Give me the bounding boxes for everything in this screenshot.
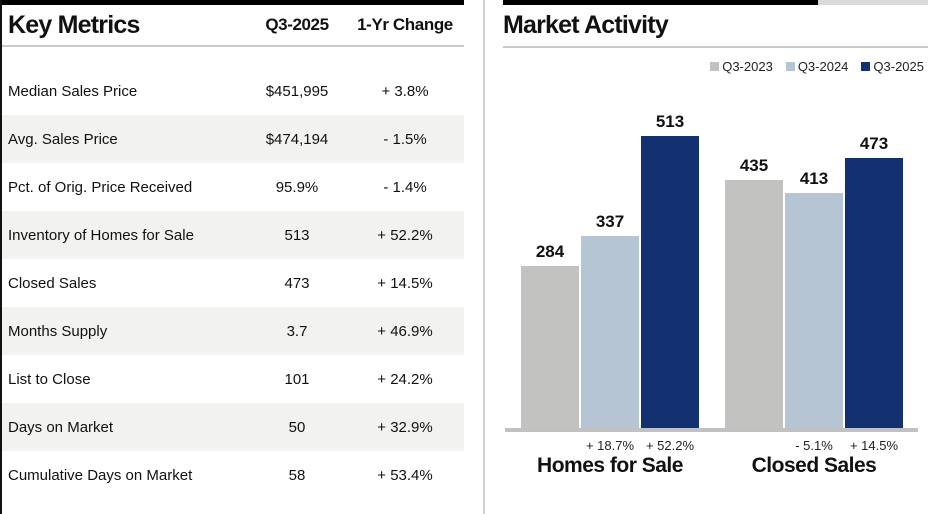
metric-change: + 52.2% xyxy=(377,226,433,244)
metric-value: 101 xyxy=(284,370,310,388)
bar-value-label: 413 xyxy=(799,169,829,188)
key-metrics-header-row: Key Metrics Q3-2025 1-Yr Change xyxy=(2,5,464,47)
legend-swatch-icon xyxy=(710,62,720,71)
metric-change: - 1.5% xyxy=(383,130,427,148)
metric-value: 473 xyxy=(284,274,310,292)
chart-baseline-axis xyxy=(505,428,918,432)
legend-item: Q3-2025 xyxy=(861,59,924,74)
bar-value-label: 473 xyxy=(859,134,889,153)
metric-change: + 14.5% xyxy=(377,274,433,292)
metric-value: 58 xyxy=(288,466,306,484)
bar-q3-2025-closed-sales xyxy=(845,158,903,428)
table-row: Median Sales Price $451,995 + 3.8% xyxy=(2,67,464,115)
bar-value-label: 435 xyxy=(739,156,769,175)
key-metrics-top-rule xyxy=(2,0,464,5)
bar-change-label: - 5.1% xyxy=(795,438,833,453)
legend-swatch-icon xyxy=(861,62,871,71)
category-label-homes-for-sale: Homes for Sale xyxy=(537,454,683,477)
bar-value-label: 513 xyxy=(655,112,685,131)
metric-change: - 1.4% xyxy=(383,178,427,196)
metric-value: 50 xyxy=(288,418,306,436)
chart-legend: Q3-2023 Q3-2024 Q3-2025 xyxy=(710,59,924,74)
bar-change-label: + 52.2% xyxy=(645,438,695,453)
metric-change: + 24.2% xyxy=(377,370,433,388)
table-row: Months Supply 3.7 + 46.9% xyxy=(2,307,464,355)
table-row: Days on Market 50 + 32.9% xyxy=(2,403,464,451)
legend-label: Q3-2025 xyxy=(873,59,924,74)
metric-label: Inventory of Homes for Sale xyxy=(8,226,194,244)
column-header-change: 1-Yr Change xyxy=(357,15,453,34)
table-row: Inventory of Homes for Sale 513 + 52.2% xyxy=(2,211,464,259)
metric-value: 3.7 xyxy=(286,322,308,340)
metric-change: + 53.4% xyxy=(377,466,433,484)
metric-change: + 3.8% xyxy=(381,82,429,100)
legend-label: Q3-2023 xyxy=(722,59,773,74)
metric-label: Pct. of Orig. Price Received xyxy=(8,178,193,196)
bar-q3-2024-homes-for-sale xyxy=(581,236,639,428)
table-row: Closed Sales 473 + 14.5% xyxy=(2,259,464,307)
metric-value: 513 xyxy=(284,226,310,244)
bar-q3-2023-homes-for-sale xyxy=(521,266,579,428)
market-activity-title-underline xyxy=(503,46,928,48)
market-activity-panel: Market Activity Q3-2023 Q3-2024 Q3-2025 28… xyxy=(485,0,928,514)
metric-change: + 46.9% xyxy=(377,322,433,340)
bar-value-label: 284 xyxy=(535,242,565,261)
bar-change-label: + 14.5% xyxy=(849,438,899,453)
metric-change: + 32.9% xyxy=(377,418,433,436)
legend-label: Q3-2024 xyxy=(797,59,849,74)
metric-label: Days on Market xyxy=(8,418,114,436)
metric-label: Avg. Sales Price xyxy=(8,130,118,148)
metric-value: 95.9% xyxy=(275,178,319,196)
metric-label: Closed Sales xyxy=(8,274,97,292)
legend-swatch-icon xyxy=(785,62,795,71)
metric-label: Median Sales Price xyxy=(8,82,138,100)
bar-q3-2023-closed-sales xyxy=(725,180,783,428)
legend-item: Q3-2023 xyxy=(710,59,773,74)
legend-item: Q3-2024 xyxy=(785,59,849,74)
metric-value: $451,995 xyxy=(265,82,329,100)
metric-label: List to Close xyxy=(8,370,91,388)
key-metrics-table-body: Median Sales Price $451,995 + 3.8% Avg. Sal… xyxy=(2,67,464,499)
key-metrics-panel: Key Metrics Q3-2025 1-Yr Change Median S… xyxy=(2,0,464,514)
key-metrics-title: Key Metrics xyxy=(8,10,140,39)
bar-q3-2025-homes-for-sale xyxy=(641,136,699,428)
market-activity-title: Market Activity xyxy=(503,11,669,39)
column-header-quarter: Q3-2025 xyxy=(265,15,329,34)
table-row: Avg. Sales Price $474,194 - 1.5% xyxy=(2,115,464,163)
category-label-closed-sales: Closed Sales xyxy=(751,454,877,477)
table-row: List to Close 101 + 24.2% xyxy=(2,355,464,403)
table-row: Pct. of Orig. Price Received 95.9% - 1.4% xyxy=(2,163,464,211)
page-left-edge-rule xyxy=(0,0,2,514)
market-activity-top-rule xyxy=(503,0,928,5)
bar-value-label: 337 xyxy=(595,212,625,231)
metric-label: Cumulative Days on Market xyxy=(8,466,193,484)
bar-q3-2024-closed-sales xyxy=(785,193,843,428)
metric-value: $474,194 xyxy=(265,130,329,148)
bar-change-label: + 18.7% xyxy=(585,438,635,453)
panel-divider-line xyxy=(483,0,485,514)
metric-label: Months Supply xyxy=(8,322,108,340)
table-row: Cumulative Days on Market 58 + 53.4% xyxy=(2,451,464,499)
